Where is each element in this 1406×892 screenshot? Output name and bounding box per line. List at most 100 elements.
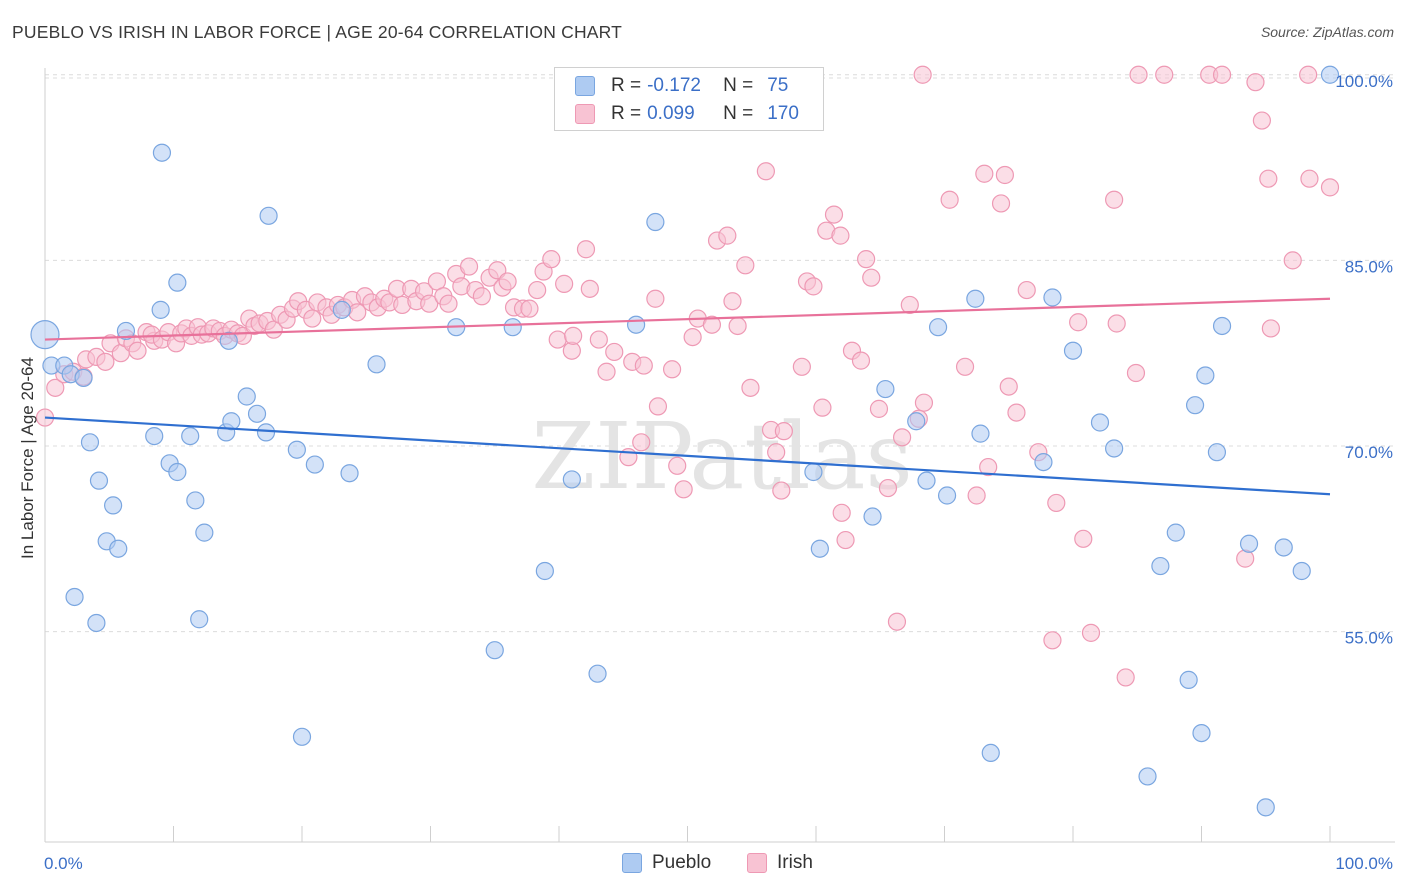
pueblo-points: [30, 65, 1340, 817]
irish-point: [1047, 493, 1066, 513]
pueblo-point: [981, 743, 1000, 763]
irish-point: [999, 377, 1018, 396]
legend-row-pueblo: R = -0.172 N = 75: [575, 72, 788, 100]
irish-point: [1107, 314, 1126, 333]
irish-point: [995, 165, 1014, 185]
pueblo-point: [804, 462, 823, 482]
pueblo-point: [145, 427, 164, 446]
pueblo-point: [1151, 556, 1170, 576]
pueblo-legend-swatch: [622, 853, 642, 873]
irish-point: [1074, 529, 1093, 548]
irish-point: [1069, 313, 1088, 332]
irish-point: [542, 250, 561, 269]
pueblo-point: [503, 318, 522, 337]
irish-r-value: 0.099: [647, 103, 695, 124]
irish-point: [900, 295, 919, 315]
irish-point: [548, 330, 567, 349]
irish-point: [498, 272, 517, 291]
pueblo-point: [116, 321, 136, 341]
irish-point: [1105, 190, 1124, 209]
irish-trend-line: [44, 297, 1331, 341]
pueblo-point: [104, 496, 123, 515]
pueblo-point: [287, 440, 306, 459]
irish-point: [979, 457, 998, 477]
irish-point: [991, 194, 1011, 213]
pueblo-r-value: -0.172: [647, 75, 701, 96]
irish-point: [913, 65, 932, 84]
legend-item-pueblo: Pueblo: [622, 852, 711, 874]
irish-point: [303, 309, 322, 328]
irish-n-value: 170: [767, 103, 799, 124]
irish-point: [459, 257, 479, 276]
pueblo-point: [1207, 443, 1227, 462]
pueblo-point: [168, 273, 187, 292]
pueblo-point: [562, 470, 581, 489]
pueblo-point: [863, 507, 882, 526]
pueblo-point: [74, 368, 93, 388]
irish-point: [420, 294, 439, 313]
tick-labels: 55.0% 70.0% 85.0% 100.0% 0.0% 100.0%: [44, 72, 1393, 873]
irish-point: [1283, 251, 1302, 270]
legend-item-irish: Irish: [747, 852, 813, 874]
irish-point: [887, 612, 907, 631]
pueblo-point: [259, 206, 278, 225]
x-tick-label: 0.0%: [44, 854, 83, 873]
irish-point: [869, 399, 889, 418]
pueblo-point: [1212, 316, 1232, 336]
pueblo-point: [305, 455, 324, 474]
pueblo-point: [219, 331, 238, 350]
grid-lines: [45, 74, 1395, 633]
irish-point: [723, 292, 742, 311]
watermark: ZIPatlas: [531, 403, 912, 510]
y-axis-label: In Labor Force | Age 20-64: [18, 357, 37, 559]
irish-point: [1320, 178, 1340, 197]
irish-point: [824, 205, 844, 224]
irish-point: [46, 378, 65, 397]
irish-point: [1212, 65, 1232, 84]
pueblo-point: [1043, 288, 1062, 307]
irish-point: [1129, 65, 1148, 84]
pueblo-point: [1138, 767, 1157, 786]
y-tick-label: 55.0%: [1345, 629, 1393, 648]
pueblo-point: [151, 300, 170, 319]
pueblo-point: [181, 427, 200, 446]
axes: [44, 68, 1395, 843]
irish-point: [576, 240, 596, 259]
irish-point: [832, 503, 851, 522]
pueblo-point: [80, 433, 100, 452]
irish-point: [472, 287, 491, 306]
pueblo-point: [367, 355, 386, 374]
correlation-legend: R = -0.172 N = 75 R = 0.099 N = 170: [554, 67, 824, 131]
pueblo-point: [30, 320, 60, 350]
pueblo-point: [810, 539, 829, 558]
x-tick-label: 100.0%: [1335, 854, 1393, 873]
irish-point: [1017, 280, 1036, 300]
irish-point: [756, 162, 775, 181]
pueblo-point: [928, 318, 948, 337]
pueblo-point: [87, 613, 106, 633]
irish-point: [702, 315, 722, 334]
pueblo-point: [907, 412, 926, 431]
irish-point: [1246, 73, 1265, 92]
irish-point: [1007, 403, 1026, 422]
pueblo-point: [65, 587, 84, 607]
pueblo-point: [247, 404, 267, 423]
irish-point: [488, 261, 507, 280]
pueblo-r-label: R =: [611, 75, 642, 96]
irish-point: [1043, 631, 1062, 650]
pueblo-point: [1179, 670, 1198, 689]
pueblo-point: [646, 212, 665, 232]
irish-point: [1252, 111, 1271, 130]
pueblo-point: [937, 486, 957, 505]
pueblo-point: [152, 143, 172, 162]
pueblo-point: [1239, 534, 1259, 553]
irish-point: [520, 299, 539, 318]
irish-legend-swatch: [747, 853, 767, 873]
pueblo-n-value: 75: [767, 75, 789, 96]
irish-point: [580, 279, 599, 298]
pueblo-swatch: [575, 76, 595, 96]
irish-point: [662, 360, 682, 379]
pueblo-n-label: N =: [723, 75, 754, 96]
irish-point: [674, 480, 693, 499]
irish-point: [1155, 65, 1174, 84]
